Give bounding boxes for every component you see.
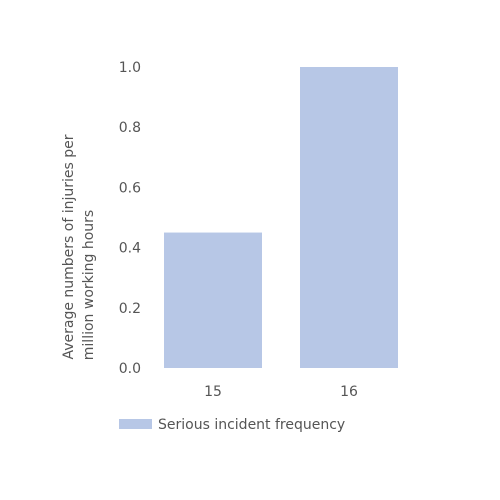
y-tick-label: 0.4: [119, 241, 141, 257]
x-tick-label-16: 16: [340, 384, 358, 400]
y-tick-label: 0.6: [119, 180, 141, 196]
x-tick-label-15: 15: [204, 384, 222, 400]
y-tick-label: 0.2: [119, 301, 141, 317]
bars: [164, 67, 398, 368]
y-axis-title-line-2: million working hours: [81, 210, 97, 360]
y-tick-label: 0.0: [119, 361, 141, 377]
legend-label: Serious incident frequency: [158, 417, 345, 433]
legend: Serious incident frequency: [119, 417, 345, 433]
y-tick-label: 0.8: [119, 120, 141, 136]
x-axis-ticks: 15 16: [204, 384, 358, 400]
y-axis-title-line-1: Average numbers of injuries per: [61, 134, 77, 359]
legend-swatch: [119, 419, 152, 429]
y-axis-ticks: 0.0 0.2 0.4 0.6 0.8 1.0: [119, 60, 141, 377]
bar-16: [300, 67, 398, 368]
bar-15: [164, 232, 262, 368]
y-tick-label: 1.0: [119, 60, 141, 76]
